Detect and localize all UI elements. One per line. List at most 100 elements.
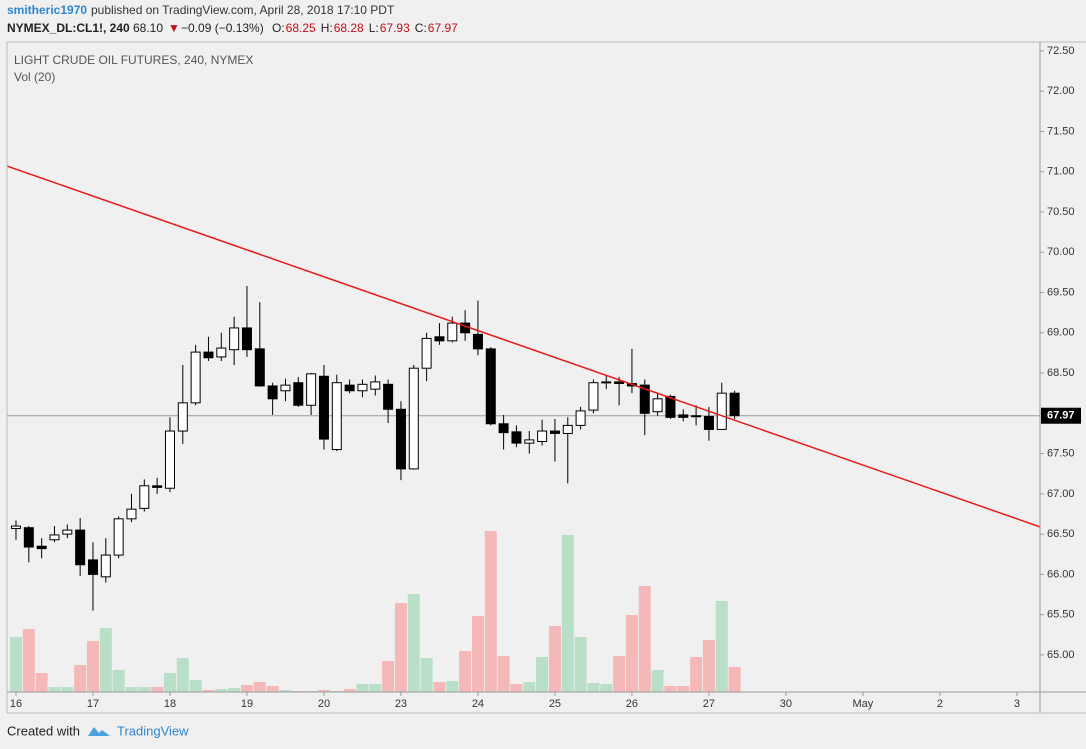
candle-body — [729, 392, 740, 417]
volume-bar — [677, 686, 690, 692]
y-tick-label: 67.50 — [1047, 447, 1075, 459]
candle-body — [588, 382, 599, 411]
volume-bar — [574, 637, 587, 692]
candle-body — [614, 381, 625, 385]
volume-bar — [715, 601, 728, 692]
candle-body — [306, 373, 317, 406]
volume-bar — [369, 684, 382, 692]
candle-body — [49, 534, 60, 541]
volume-bar — [61, 687, 74, 692]
candle-body — [10, 525, 21, 529]
y-tick-label: 68.50 — [1047, 367, 1075, 379]
volume-bar — [561, 535, 574, 692]
ohlc-value: 68.25 — [286, 21, 316, 35]
candle-body — [203, 351, 214, 359]
volume-bar — [433, 682, 446, 692]
candle-body — [395, 408, 406, 470]
y-tick-label: 67.00 — [1047, 488, 1075, 500]
x-tick-label: 24 — [472, 698, 484, 710]
candle-body — [652, 398, 663, 413]
volume-bar — [497, 656, 510, 692]
volume-bar — [202, 690, 215, 692]
candle-body — [370, 381, 381, 390]
candle-body — [678, 414, 689, 418]
candle-body — [87, 559, 98, 575]
ohlc-value: 67.93 — [380, 21, 410, 35]
volume-bar — [702, 640, 715, 692]
candle-body — [216, 347, 227, 358]
candle-body — [601, 381, 612, 384]
ohlc-label: H: — [321, 21, 333, 35]
candle-body — [280, 384, 291, 392]
candle-body — [562, 424, 573, 434]
volume-bar — [151, 687, 164, 692]
candle-body — [383, 383, 394, 410]
candle-body — [549, 430, 560, 434]
candle-body — [703, 416, 714, 430]
candle-body — [100, 554, 111, 578]
volume-bar — [9, 637, 22, 692]
candle-body — [177, 402, 188, 432]
candle-body — [485, 348, 496, 425]
volume-bar — [343, 689, 356, 692]
volume-bar — [112, 670, 125, 692]
volume-bar — [459, 651, 472, 692]
ohlc-label: O: — [272, 21, 285, 35]
x-tick-label: 17 — [87, 698, 99, 710]
candle-body — [357, 383, 368, 392]
volume-bar — [317, 690, 330, 692]
y-tick-label: 65.50 — [1047, 609, 1075, 621]
volume-bar — [471, 616, 484, 692]
y-tick-label: 65.00 — [1047, 649, 1075, 661]
volume-bar — [446, 681, 459, 692]
candle-body — [62, 529, 73, 535]
x-tick-label: 2 — [937, 698, 943, 710]
candle-body — [639, 384, 650, 414]
volume-bar — [74, 665, 87, 692]
y-tick-label: 71.00 — [1047, 166, 1075, 178]
candle-body — [537, 430, 548, 443]
volume-bar — [690, 657, 703, 692]
ohlc-value: 68.28 — [334, 21, 364, 35]
ohlc-label: L: — [369, 21, 379, 35]
change: −0.09 (−0.13%) — [181, 21, 264, 35]
x-tick-label: 23 — [395, 698, 407, 710]
y-tick-label: 69.50 — [1047, 286, 1075, 298]
candle-body — [524, 439, 535, 444]
candle-body — [229, 327, 240, 351]
candle-body — [293, 382, 304, 406]
volume-bar — [548, 626, 561, 692]
x-tick-label: 16 — [10, 698, 22, 710]
footer-brand[interactable]: TradingView — [117, 723, 189, 738]
volume-bar — [728, 667, 741, 692]
y-tick-label: 66.00 — [1047, 568, 1075, 580]
volume-bar — [253, 682, 266, 692]
candle-body — [267, 385, 278, 400]
last: 68.10 — [133, 21, 163, 35]
volume-bar — [394, 603, 407, 692]
footer-created: Created with — [7, 723, 80, 738]
candle-body — [665, 395, 676, 418]
x-tick-label: 26 — [626, 698, 638, 710]
author[interactable]: smitheric1970 — [7, 3, 87, 17]
ohlc-label: C: — [415, 21, 427, 35]
volume-bar — [125, 687, 138, 692]
volume-bar — [189, 680, 202, 692]
last-price-box — [1041, 407, 1081, 424]
arrow: ▼ — [168, 21, 180, 35]
candle-body — [126, 508, 137, 520]
candle-body — [152, 485, 163, 488]
candle-body — [472, 333, 483, 350]
y-tick-label: 66.50 — [1047, 528, 1075, 540]
volume-bar — [228, 688, 241, 692]
y-tick-label: 71.50 — [1047, 125, 1075, 137]
candle-body — [408, 367, 419, 470]
published: published on TradingView.com, April 28, … — [91, 3, 395, 17]
volume-bar — [523, 682, 536, 692]
volume-bar — [35, 673, 48, 692]
candle-body — [164, 430, 175, 489]
candle-body — [498, 423, 509, 434]
x-tick-label: 18 — [164, 698, 176, 710]
volume-bar — [48, 687, 61, 692]
